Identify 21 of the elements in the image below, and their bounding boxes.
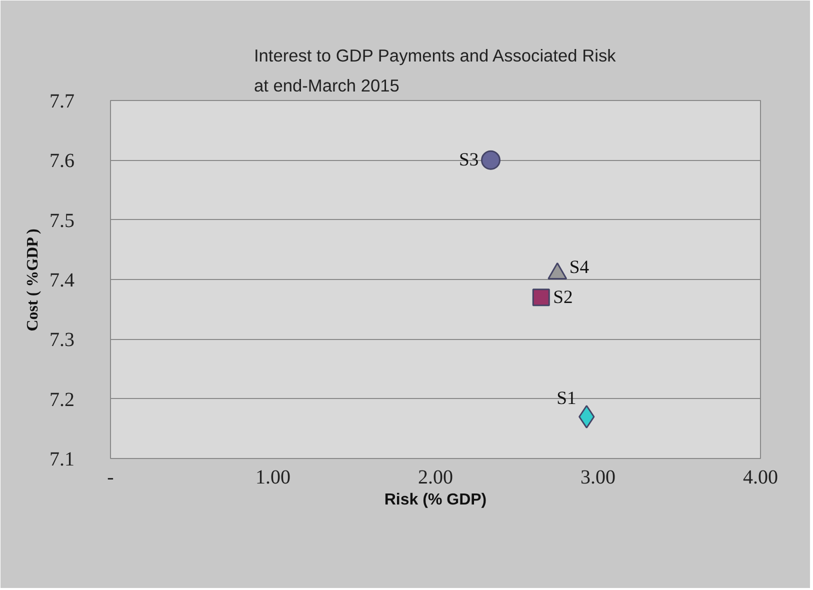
x-tick-label: - bbox=[107, 466, 114, 488]
y-tick-label: 7.1 bbox=[50, 448, 74, 470]
series-label: S1 bbox=[556, 388, 576, 410]
x-tick-label: 2.00 bbox=[418, 466, 453, 488]
point bbox=[481, 150, 500, 170]
y-axis-title: Cost ( %GDP ) bbox=[24, 228, 42, 332]
y-tick-label: 7.2 bbox=[50, 388, 74, 411]
x-tick-label: 3.00 bbox=[580, 466, 616, 488]
y-tick-label: 7.5 bbox=[50, 210, 74, 232]
x-axis-title: Risk (% GDP) bbox=[384, 492, 487, 508]
y-tick-label: 7.4 bbox=[50, 270, 74, 292]
x-tick-label: 1.00 bbox=[256, 466, 290, 488]
series-label: S3 bbox=[459, 150, 479, 171]
y-tick-label: 7.3 bbox=[50, 329, 74, 352]
y-tick-label: 7.6 bbox=[50, 150, 74, 172]
series-label: S2 bbox=[553, 286, 573, 308]
point bbox=[532, 288, 550, 306]
series-label: S4 bbox=[569, 257, 590, 278]
x-tick-label: 4.00 bbox=[743, 466, 778, 488]
y-tick-label: 7.7 bbox=[50, 90, 74, 112]
chart-title: Interest to GDP Payments and Associated Risk at end-March 2015 bbox=[254, 46, 616, 96]
